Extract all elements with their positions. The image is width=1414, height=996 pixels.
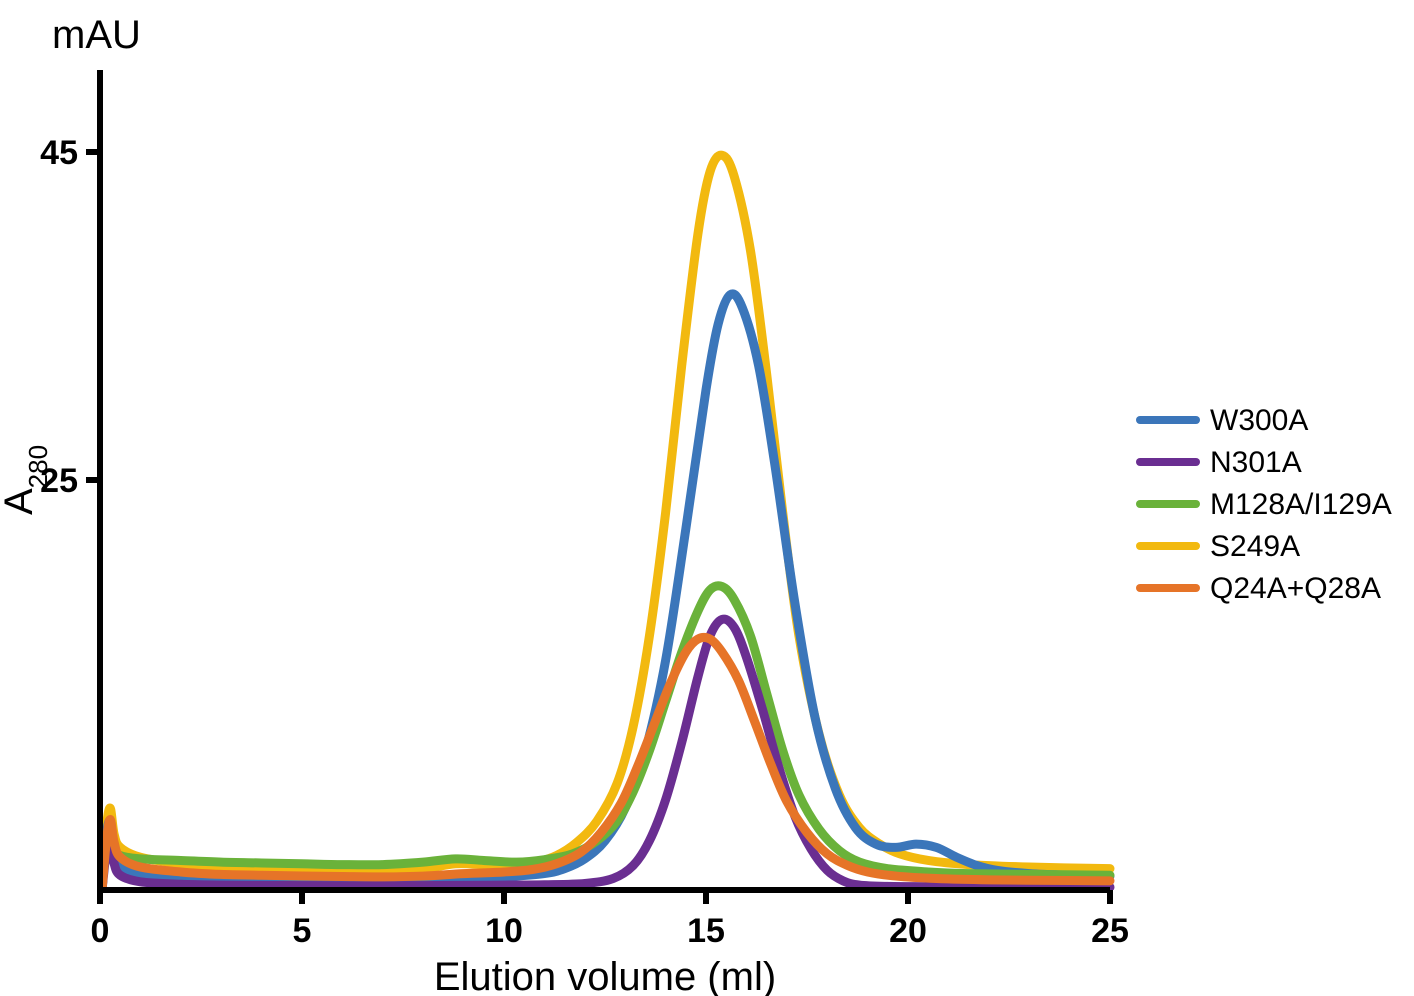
x-tick-label: 15 (687, 912, 725, 950)
legend-label-S249A: S249A (1210, 530, 1300, 563)
x-tick-label: 5 (293, 912, 312, 950)
chromatogram-figure: 05101520252545mAUElution volume (ml)A280… (0, 0, 1414, 996)
x-tick-label: 0 (91, 912, 110, 950)
unit-label: mAU (52, 13, 141, 57)
legend-label-M128A_I129A: M128A/I129A (1210, 488, 1392, 521)
x-tick-label: 25 (1091, 912, 1129, 950)
x-tick-label: 20 (889, 912, 927, 950)
chart-background (0, 0, 1414, 996)
x-tick-label: 10 (485, 912, 523, 950)
legend-label-W300A: W300A (1210, 404, 1308, 437)
legend-label-N301A: N301A (1210, 446, 1302, 479)
legend-label-Q24A_Q28A: Q24A+Q28A (1210, 572, 1381, 605)
y-tick-label: 45 (40, 134, 78, 172)
x-axis-label: Elution volume (ml) (434, 955, 776, 996)
chart-svg: 05101520252545mAUElution volume (ml)A280… (0, 0, 1414, 996)
